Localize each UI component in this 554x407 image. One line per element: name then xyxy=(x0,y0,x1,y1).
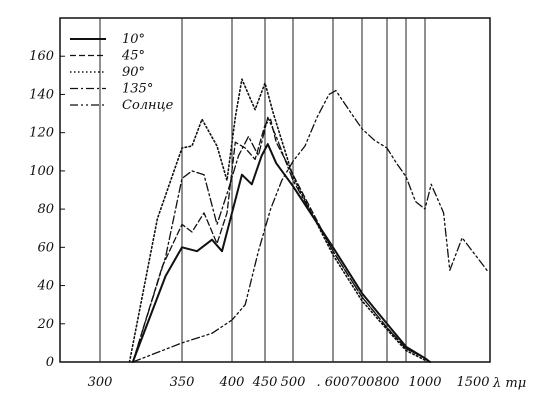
x-tick-label: 350 xyxy=(170,375,195,390)
y-tick-label: 120 xyxy=(29,126,54,141)
x-tick-label: 1500 xyxy=(456,375,489,390)
x-tick-label: . 600 xyxy=(316,375,349,390)
y-axis: 0 20 40 60 80 100 120 140 160 xyxy=(29,49,65,370)
legend: 10° 45°90° 135°Солнце xyxy=(70,32,174,113)
legend-label: 45° xyxy=(121,49,145,64)
series-line xyxy=(128,78,431,363)
y-tick-label: 160 xyxy=(29,49,54,64)
x-tick-label: 300 xyxy=(88,375,113,390)
y-tick-label: 80 xyxy=(37,202,54,217)
y-tick-label: 100 xyxy=(29,164,54,179)
series-line xyxy=(131,143,431,363)
gridlines xyxy=(99,18,426,362)
x-tick-label: 500 xyxy=(281,375,306,390)
legend-label: 135° xyxy=(122,82,153,97)
legend-label: Солнце xyxy=(122,98,174,113)
series-line xyxy=(132,89,488,363)
x-tick-label: 800 xyxy=(375,375,400,390)
series-line xyxy=(132,116,432,363)
x-tick-label: 1000 xyxy=(408,375,441,390)
x-axis-title: λ mμ xyxy=(492,376,526,391)
x-tick-label: 450 xyxy=(252,375,278,390)
y-tick-label: 140 xyxy=(29,87,54,102)
y-tick-label: 40 xyxy=(36,279,54,294)
series-layer xyxy=(128,78,488,363)
x-tick-label: 400 xyxy=(219,375,245,390)
y-tick-label: 60 xyxy=(37,240,54,255)
y-tick-label: 20 xyxy=(36,317,54,332)
legend-label: 10° xyxy=(122,32,145,47)
legend-label: 90° xyxy=(122,65,145,80)
x-tick-label: 700 xyxy=(350,375,375,390)
x-axis: 300 350 400 450 500 . 600 700 800 1000 1500 xyxy=(88,375,490,390)
y-tick-label: 0 xyxy=(46,355,54,370)
plot-frame xyxy=(59,17,491,363)
